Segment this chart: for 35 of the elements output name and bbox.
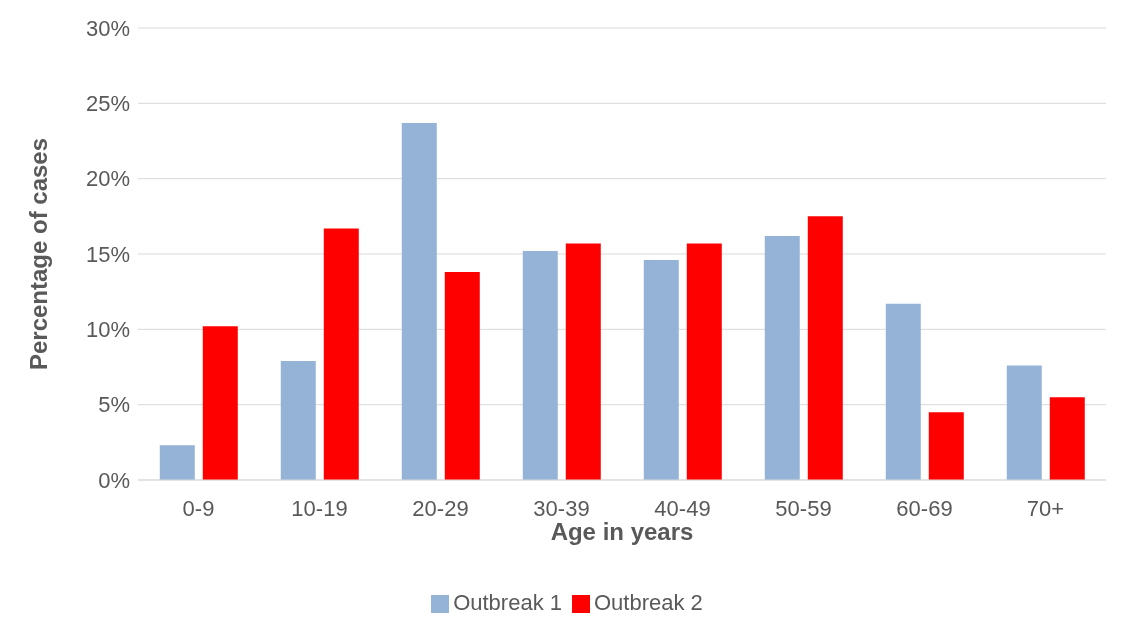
bar	[1006, 365, 1042, 480]
y-tick-label: 25%	[85, 91, 130, 117]
bar	[202, 326, 238, 480]
x-tick-label: 0-9	[182, 495, 215, 521]
bar	[764, 235, 800, 480]
y-axis-title: Percentage of cases	[24, 137, 52, 371]
bar	[280, 360, 316, 480]
x-axis-title: Age in years	[550, 518, 694, 545]
y-tick-label: 5%	[98, 392, 130, 418]
bar	[522, 250, 558, 480]
bar	[807, 216, 843, 480]
bar	[1049, 397, 1085, 480]
bar	[686, 243, 722, 480]
x-tick-label: 70+	[1026, 495, 1065, 521]
bar	[323, 228, 359, 480]
y-tick-label: 10%	[85, 317, 130, 343]
y-tick-label: 0%	[98, 467, 130, 493]
bar	[643, 260, 679, 480]
x-tick-label: 40-49	[654, 495, 711, 521]
bar	[159, 445, 195, 480]
bar	[565, 243, 601, 480]
legend-label: Outbreak 1	[453, 590, 562, 615]
bar	[885, 303, 921, 480]
y-tick-label: 15%	[85, 241, 130, 267]
y-tick-label: 30%	[85, 15, 130, 41]
legend-label: Outbreak 2	[594, 590, 703, 615]
bar	[444, 272, 480, 480]
bar	[928, 412, 964, 480]
y-tick-label: 20%	[85, 166, 130, 192]
x-tick-label: 60-69	[896, 495, 953, 521]
x-tick-label: 30-39	[533, 495, 590, 521]
x-tick-label: 20-29	[412, 495, 469, 521]
x-tick-label: 50-59	[775, 495, 832, 521]
bar	[401, 122, 437, 480]
x-tick-label: 10-19	[291, 495, 348, 521]
